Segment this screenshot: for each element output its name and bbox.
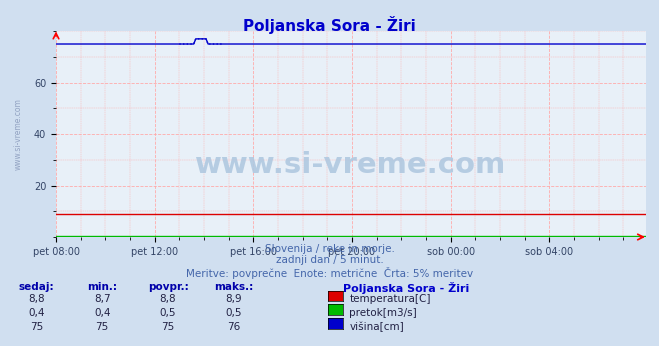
Text: 75: 75 [161,322,175,332]
Text: 0,4: 0,4 [94,308,111,318]
Text: Poljanska Sora - Žiri: Poljanska Sora - Žiri [243,16,416,34]
Text: www.si-vreme.com: www.si-vreme.com [13,98,22,170]
Text: 8,7: 8,7 [94,294,111,304]
Text: 0,4: 0,4 [28,308,45,318]
Text: Poljanska Sora - Žiri: Poljanska Sora - Žiri [343,282,469,294]
Text: 75: 75 [30,322,43,332]
Text: 0,5: 0,5 [159,308,177,318]
Text: 8,8: 8,8 [159,294,177,304]
Text: sedaj:: sedaj: [18,282,54,292]
Text: min.:: min.: [87,282,117,292]
Text: Slovenija / reke in morje.: Slovenija / reke in morje. [264,244,395,254]
Text: pretok[m3/s]: pretok[m3/s] [349,308,417,318]
Text: 75: 75 [96,322,109,332]
Text: 8,9: 8,9 [225,294,243,304]
Text: www.si-vreme.com: www.si-vreme.com [195,151,507,179]
Text: maks.:: maks.: [214,282,254,292]
Text: temperatura[C]: temperatura[C] [349,294,431,304]
Text: 76: 76 [227,322,241,332]
Text: 0,5: 0,5 [225,308,243,318]
Text: Meritve: povprečne  Enote: metrične  Črta: 5% meritev: Meritve: povprečne Enote: metrične Črta:… [186,267,473,279]
Text: višina[cm]: višina[cm] [349,322,404,332]
Text: povpr.:: povpr.: [148,282,188,292]
Text: 8,8: 8,8 [28,294,45,304]
Text: zadnji dan / 5 minut.: zadnji dan / 5 minut. [275,255,384,265]
